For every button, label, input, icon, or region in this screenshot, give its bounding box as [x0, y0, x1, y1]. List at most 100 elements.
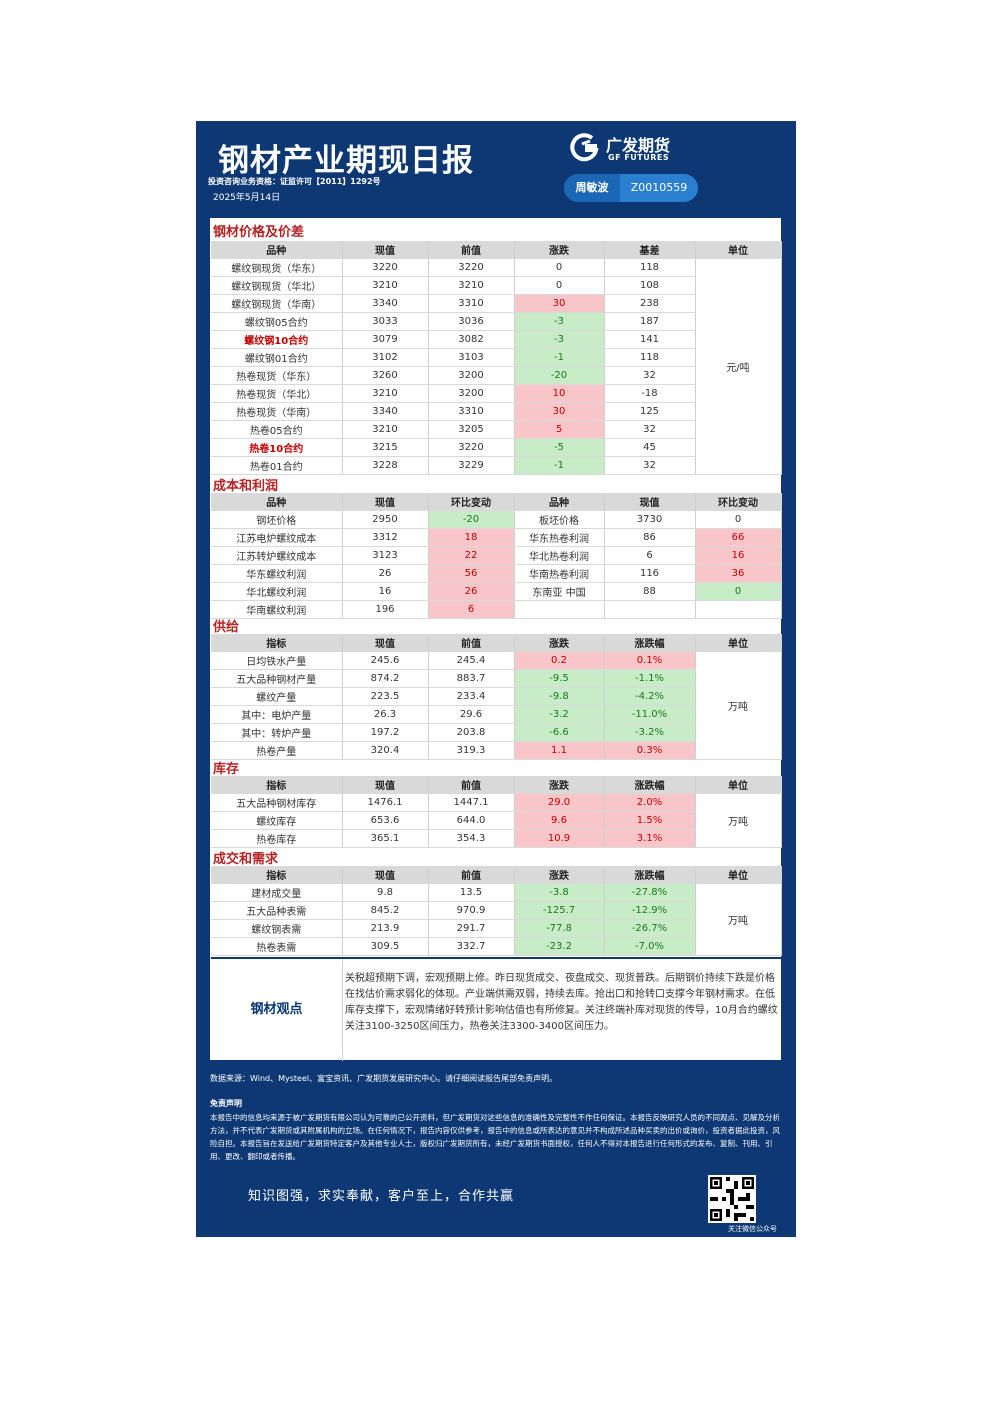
qr-label: 关注微信公众号 — [728, 1225, 777, 1233]
table-cell: -1 — [514, 348, 605, 367]
table-row: 日均铁水产量 245.6 245.4 0.2 0.1% 万吨 — [211, 651, 782, 760]
column-header: 现值 — [342, 776, 429, 794]
column-header: 单位 — [695, 776, 782, 794]
table-row: 华南螺纹利润 196 6 — [211, 600, 782, 619]
column-header: 前值 — [428, 776, 515, 794]
table-cell: 3229 — [428, 456, 515, 475]
table-cell: -26.7% — [604, 919, 696, 938]
table-cell: 223.5 — [342, 687, 429, 706]
table-cell: 热卷01合约 — [211, 456, 343, 475]
table-cell: 233.4 — [428, 687, 515, 706]
table-row: 螺纹钢01合约 3102 3103 -1 118 — [211, 348, 781, 367]
trade-table: 指标 现值 前值 涨跌 涨跌幅 单位 建材成交量 9.8 13.5 -3.8 -27.8% 万吨 五大品… — [211, 866, 782, 956]
table-cell: 203.8 — [428, 723, 515, 742]
table-cell: 354.3 — [428, 829, 515, 848]
table-cell: 196 — [342, 600, 429, 619]
table-cell: 32 — [604, 366, 696, 385]
section-title-supply: 供给 — [213, 620, 240, 635]
table-cell: 江苏转炉螺纹成本 — [211, 546, 343, 565]
table-cell: 0.3% — [604, 741, 696, 760]
table-row: 热卷表需 309.5 332.7 -23.2 -7.0% — [211, 937, 781, 956]
logo-en: GF FUTURES — [608, 153, 670, 162]
table-cell: 10 — [514, 384, 605, 403]
qr-code-icon — [710, 1177, 754, 1221]
table-cell: 3033 — [342, 312, 429, 331]
table-cell: 热卷产量 — [211, 741, 343, 760]
column-header: 涨跌 — [514, 241, 605, 259]
table-cell: 日均铁水产量 — [211, 651, 343, 670]
column-header: 涨跌 — [514, 634, 605, 652]
table-cell: 3228 — [342, 456, 429, 475]
table-cell: -1 — [514, 456, 605, 475]
column-header: 单位 — [695, 634, 782, 652]
table-cell: 197.2 — [342, 723, 429, 742]
table-cell: 螺纹钢现货（华南） — [211, 294, 343, 313]
gf-futures-logo-icon — [570, 133, 599, 162]
table-cell: 五大品种钢材库存 — [211, 793, 343, 812]
column-header: 单位 — [695, 241, 782, 259]
table-cell: 13.5 — [428, 883, 515, 902]
table-cell: 3079 — [342, 330, 429, 349]
table-cell: 9.6 — [514, 811, 605, 830]
steel-view: 钢材观点 关税超预期下调，宏观预期上修。昨日现货成交、夜盘成交、现货普跌。后期钢… — [211, 957, 781, 1061]
table-cell: 0 — [514, 258, 605, 277]
table-cell: 螺纹钢表需 — [211, 919, 343, 938]
table-cell: -7.0% — [604, 937, 696, 956]
table-row: 其中：转炉产量 197.2 203.8 -6.6 -3.2% — [211, 723, 781, 742]
analyst-badge: 周敏波 Z0010559 — [564, 174, 698, 202]
logo-cn: 广发期货 — [606, 136, 671, 155]
table-cell: 116 — [604, 564, 696, 583]
table-cell: 3730 — [604, 510, 696, 529]
table-cell: 3340 — [342, 402, 429, 421]
table-cell: 3340 — [342, 294, 429, 313]
column-header: 基差 — [604, 241, 696, 259]
column-header: 单位 — [695, 866, 782, 884]
table-cell: -23.2 — [514, 937, 605, 956]
table-cell: 其中：转炉产量 — [211, 723, 343, 742]
table-row: 钢坯价格 2950 -20 板坯价格 3730 0 — [211, 510, 782, 529]
table-row: 五大品种表需 845.2 970.9 -125.7 -12.9% — [211, 901, 781, 920]
column-header: 品种 — [514, 493, 605, 511]
table-cell: 1447.1 — [428, 793, 515, 812]
table-cell: 845.2 — [342, 901, 429, 920]
table-cell: 365.1 — [342, 829, 429, 848]
table-cell: 320.4 — [342, 741, 429, 760]
unit-cell: 万吨 — [695, 883, 782, 956]
table-cell: 华东热卷利润 — [514, 528, 605, 547]
table-cell: 东南亚 中国 — [514, 582, 605, 601]
table-cell: 螺纹产量 — [211, 687, 343, 706]
section-title-trade: 成交和需求 — [213, 852, 279, 867]
table-row: 其中：电炉产量 26.3 29.6 -3.2 -11.0% — [211, 705, 781, 724]
table-cell: -20 — [428, 510, 515, 529]
table-cell: 热卷表需 — [211, 937, 343, 956]
table-cell: 建材成交量 — [211, 883, 343, 902]
table-cell: 245.6 — [342, 651, 429, 670]
table-row: 热卷产量 320.4 319.3 1.1 0.3% — [211, 741, 781, 760]
section-title-inventory: 库存 — [213, 762, 240, 777]
table-cell: 309.5 — [342, 937, 429, 956]
table-cell: 0 — [514, 276, 605, 295]
table-row: 热卷01合约 3228 3229 -1 32 — [211, 456, 781, 475]
table-cell: 板坯价格 — [514, 510, 605, 529]
table-cell: 3103 — [428, 348, 515, 367]
table-cell: 125 — [604, 402, 696, 421]
table-cell: 66 — [695, 528, 782, 547]
supply-table: 指标 现值 前值 涨跌 涨跌幅 单位 日均铁水产量 245.6 245.4 0.2 0.1% 万吨 五大… — [211, 634, 782, 760]
table-cell: 108 — [604, 276, 696, 295]
table-cell: 1.5% — [604, 811, 696, 830]
qr-code — [708, 1175, 756, 1223]
report-date: 2025年5月14日 — [213, 193, 281, 203]
cost-table: 品种 现值 环比变动 品种 现值 环比变动 钢坯价格 2950 -20 板坯价格 3730 0 江苏电炉… — [211, 493, 782, 619]
unit-cell: 元/吨 — [695, 258, 782, 475]
column-header: 指标 — [211, 776, 343, 794]
data-panel: 钢材价格及价差 品种 现值 前值 涨跌 基差 单位 螺纹钢现货（华东） 3220 3220 0 11… — [210, 218, 782, 1061]
column-header: 前值 — [428, 866, 515, 884]
column-header: 涨跌 — [514, 866, 605, 884]
table-cell: 3310 — [428, 402, 515, 421]
table-cell: 3210 — [428, 276, 515, 295]
table-cell: 3200 — [428, 366, 515, 385]
table-cell: 3205 — [428, 420, 515, 439]
table-cell: -6.6 — [514, 723, 605, 742]
table-cell: 644.0 — [428, 811, 515, 830]
disclaimer-title: 免责声明 — [210, 1099, 242, 1108]
